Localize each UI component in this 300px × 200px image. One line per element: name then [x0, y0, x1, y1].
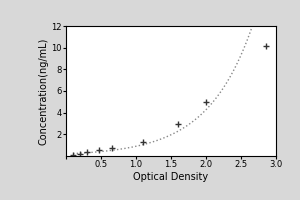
- Y-axis label: Concentration(ng/mL): Concentration(ng/mL): [39, 37, 49, 145]
- X-axis label: Optical Density: Optical Density: [134, 172, 208, 182]
